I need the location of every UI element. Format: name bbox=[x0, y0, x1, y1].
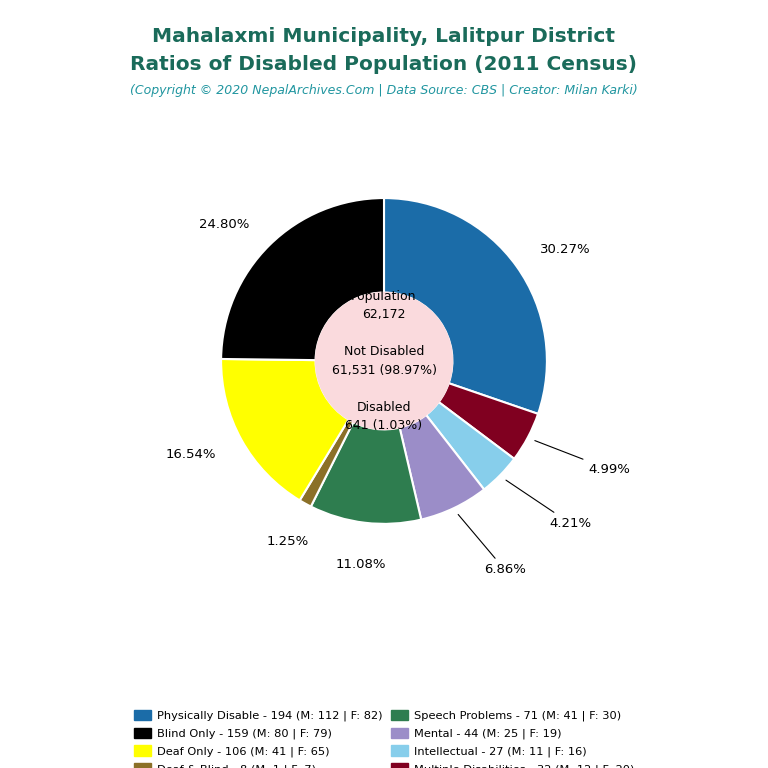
Text: 4.99%: 4.99% bbox=[535, 441, 631, 476]
Text: 6.86%: 6.86% bbox=[458, 515, 525, 576]
Wedge shape bbox=[439, 383, 538, 458]
Text: Population
62,172

Not Disabled
61,531 (98.97%)

Disabled
641 (1.03%): Population 62,172 Not Disabled 61,531 (9… bbox=[332, 290, 436, 432]
Text: (Copyright © 2020 NepalArchives.Com | Data Source: CBS | Creator: Milan Karki): (Copyright © 2020 NepalArchives.Com | Da… bbox=[130, 84, 638, 97]
Wedge shape bbox=[399, 415, 484, 520]
Text: 16.54%: 16.54% bbox=[165, 448, 216, 461]
Wedge shape bbox=[384, 198, 547, 414]
Circle shape bbox=[316, 293, 452, 429]
Wedge shape bbox=[221, 198, 384, 360]
Text: 1.25%: 1.25% bbox=[266, 535, 309, 548]
Text: 11.08%: 11.08% bbox=[336, 558, 386, 571]
Legend: Physically Disable - 194 (M: 112 | F: 82), Blind Only - 159 (M: 80 | F: 79), Dea: Physically Disable - 194 (M: 112 | F: 82… bbox=[134, 710, 634, 768]
Text: Mahalaxmi Municipality, Lalitpur District: Mahalaxmi Municipality, Lalitpur Distric… bbox=[153, 27, 615, 46]
Wedge shape bbox=[311, 422, 421, 524]
Text: 4.21%: 4.21% bbox=[506, 480, 591, 530]
Wedge shape bbox=[221, 359, 349, 500]
Text: 30.27%: 30.27% bbox=[541, 243, 591, 256]
Wedge shape bbox=[300, 419, 353, 507]
Wedge shape bbox=[426, 402, 515, 489]
Text: Ratios of Disabled Population (2011 Census): Ratios of Disabled Population (2011 Cens… bbox=[131, 55, 637, 74]
Text: 24.80%: 24.80% bbox=[199, 217, 249, 230]
